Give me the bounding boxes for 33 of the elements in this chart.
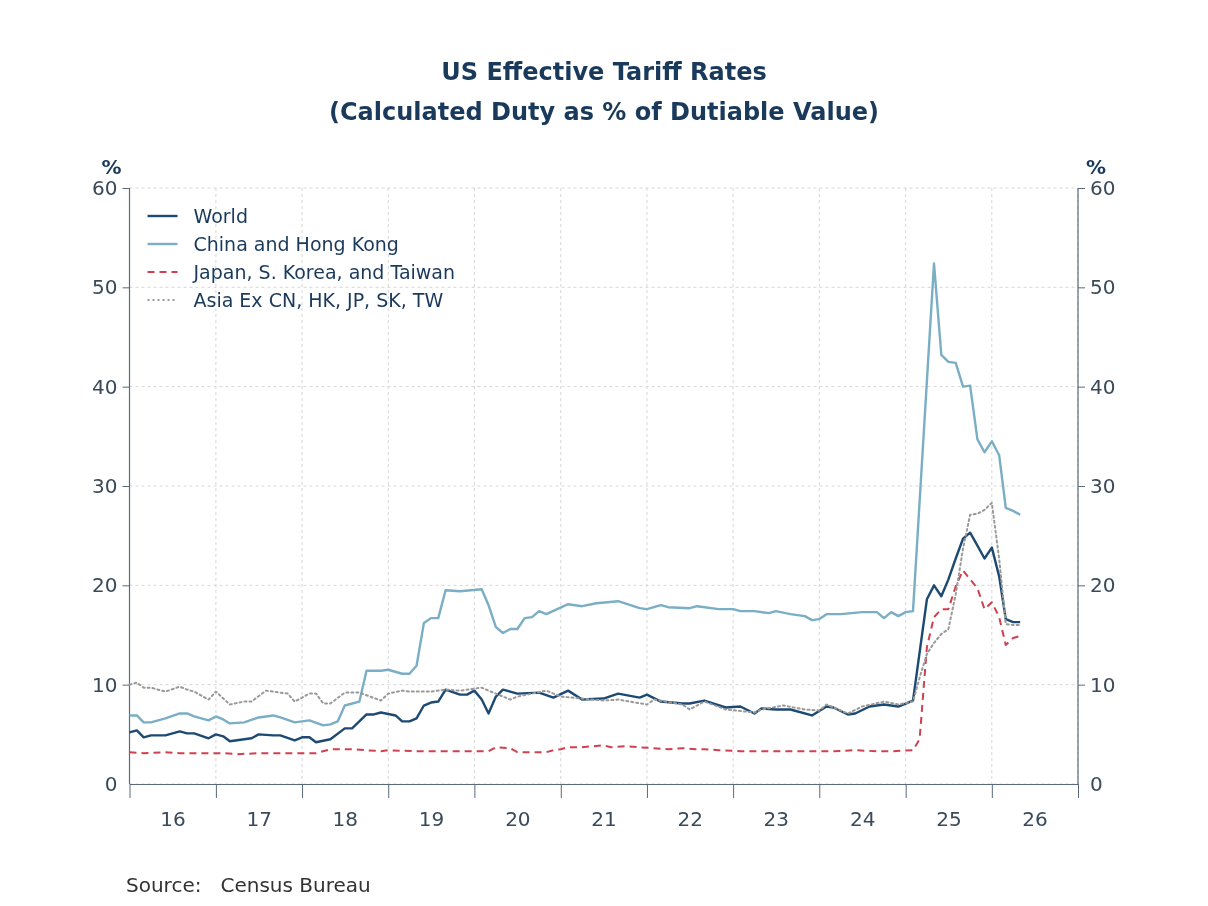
chart-subtitle: (Calculated Duty as % of Dutiable Value) [329, 98, 879, 126]
y2-tick-label: 0 [1090, 771, 1103, 796]
x-tick-label: 23 [763, 807, 790, 832]
legend-label: Asia Ex CN, HK, JP, SK, TW [193, 288, 444, 311]
y2-tick-label: 20 [1090, 573, 1116, 598]
y2-tick-label: 50 [1090, 275, 1116, 300]
line-series [128, 531, 1022, 744]
x-tick-label: 22 [677, 807, 703, 832]
x-tick-label: 21 [591, 807, 617, 832]
x-tick-label: 17 [246, 807, 272, 832]
x-tick-label: 26 [1022, 807, 1048, 832]
legend-label: Japan, S. Korea, and Taiwan [192, 260, 456, 283]
x-tick-label: 25 [936, 807, 962, 832]
x-tick-label: 18 [332, 807, 359, 832]
chart-title: US Effective Tariff Rates [441, 58, 767, 86]
x-tick-label: 24 [850, 807, 876, 832]
y-tick-label: 20 [92, 573, 118, 598]
line-series [128, 262, 1022, 727]
y-tick-label: 10 [92, 672, 118, 697]
legend-label: China and Hong Kong [193, 232, 399, 255]
x-tick-label: 16 [160, 807, 186, 832]
legend-label: World [193, 204, 248, 227]
x-tick-label: 19 [418, 807, 445, 832]
line-series [128, 501, 1022, 715]
y-tick-label: 30 [92, 473, 118, 498]
source-note: Source: Census Bureau [126, 873, 371, 897]
y2-tick-label: 40 [1090, 374, 1116, 399]
x-tick-label: 20 [505, 807, 531, 832]
y-tick-label: 40 [92, 374, 118, 399]
y-tick-label: 0 [104, 771, 118, 796]
y-tick-label: 50 [92, 275, 118, 300]
y2-tick-label: 30 [1090, 473, 1116, 498]
y2-tick-label: 10 [1090, 672, 1116, 697]
